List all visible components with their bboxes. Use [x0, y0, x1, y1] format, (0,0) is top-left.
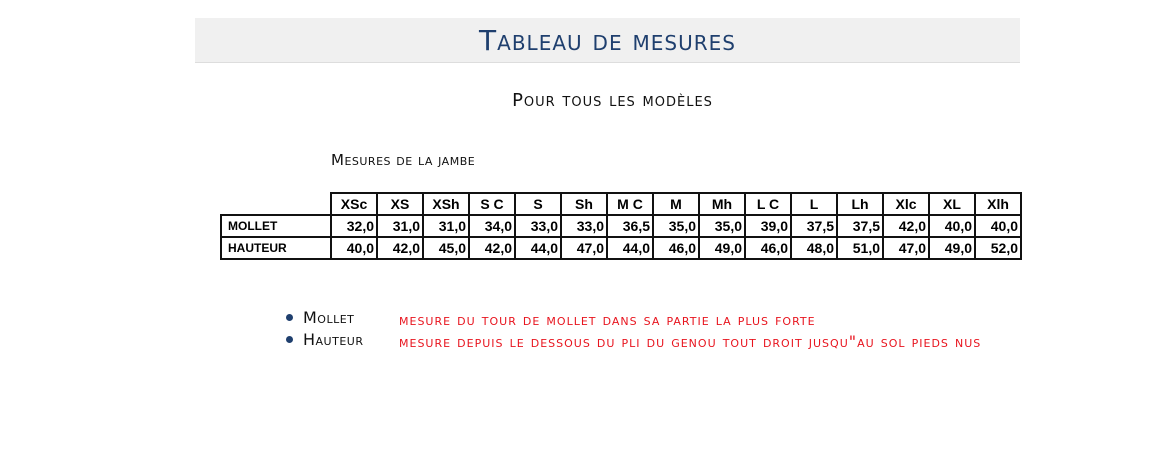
value-cell: 37,5	[836, 214, 884, 238]
value-cell: 49,0	[698, 236, 746, 260]
size-header: L C	[744, 192, 792, 216]
value-cell: 36,5	[606, 214, 654, 238]
value-cell: 52,0	[974, 236, 1022, 260]
row-label: HAUTEUR	[220, 236, 332, 260]
value-cell: 33,0	[560, 214, 608, 238]
size-header-row: XSc XS XSh S C S Sh M C M Mh L C L Lh Xlc XL Xlh	[221, 192, 1022, 216]
size-header: S C	[468, 192, 516, 216]
value-cell: 35,0	[698, 214, 746, 238]
size-header: Mh	[698, 192, 746, 216]
value-cell: 46,0	[744, 236, 792, 260]
title-band: Tableau de mesures	[195, 18, 1020, 63]
value-cell: 51,0	[836, 236, 884, 260]
value-cell: 44,0	[514, 236, 562, 260]
corner-cell	[221, 193, 331, 215]
size-header: XSh	[422, 192, 470, 216]
value-cell: 49,0	[928, 236, 976, 260]
page-title: Tableau de mesures	[479, 24, 736, 57]
size-header: M	[652, 192, 700, 216]
size-header: Lh	[836, 192, 884, 216]
note-description: mesure depuis le dessous du pli du genou…	[399, 332, 982, 351]
subtitle: Pour tous les modèles	[512, 90, 713, 111]
size-header: S	[514, 192, 562, 216]
row-label: MOLLET	[220, 214, 332, 238]
size-header: XS	[376, 192, 424, 216]
value-cell: 42,0	[468, 236, 516, 260]
table-row: HAUTEUR 40,0 42,0 45,0 42,0 44,0 47,0 44,0 46,0 4…	[220, 236, 1022, 260]
size-header: Xlh	[974, 192, 1022, 216]
value-cell: 31,0	[422, 214, 470, 238]
bullet-icon	[286, 314, 293, 321]
value-cell: 48,0	[790, 236, 838, 260]
value-cell: 42,0	[882, 214, 930, 238]
size-header: L	[790, 192, 838, 216]
note-description: mesure du tour de mollet dans sa partie …	[399, 310, 816, 329]
value-cell: 47,0	[560, 236, 608, 260]
value-cell: 46,0	[652, 236, 700, 260]
value-cell: 40,0	[928, 214, 976, 238]
note-term: Mollet	[303, 308, 355, 327]
table-row: MOLLET 32,0 31,0 31,0 34,0 33,0 33,0 36,5 35,0 35…	[220, 214, 1022, 238]
section-heading: Mesures de la jambe	[331, 151, 476, 169]
size-table: XSc XS XSh S C S Sh M C M Mh L C L Lh Xlc XL Xlh MOLLE…	[220, 192, 1022, 260]
size-header: XL	[928, 192, 976, 216]
value-cell: 44,0	[606, 236, 654, 260]
note-term: Hauteur	[303, 330, 364, 349]
value-cell: 45,0	[422, 236, 470, 260]
size-header: Sh	[560, 192, 608, 216]
value-cell: 39,0	[744, 214, 792, 238]
value-cell: 40,0	[974, 214, 1022, 238]
value-cell: 34,0	[468, 214, 516, 238]
size-header: XSc	[330, 192, 378, 216]
value-cell: 42,0	[376, 236, 424, 260]
size-header: M C	[606, 192, 654, 216]
value-cell: 37,5	[790, 214, 838, 238]
value-cell: 40,0	[330, 236, 378, 260]
value-cell: 31,0	[376, 214, 424, 238]
value-cell: 35,0	[652, 214, 700, 238]
value-cell: 47,0	[882, 236, 930, 260]
bullet-icon	[286, 336, 293, 343]
value-cell: 33,0	[514, 214, 562, 238]
size-header: Xlc	[882, 192, 930, 216]
value-cell: 32,0	[330, 214, 378, 238]
